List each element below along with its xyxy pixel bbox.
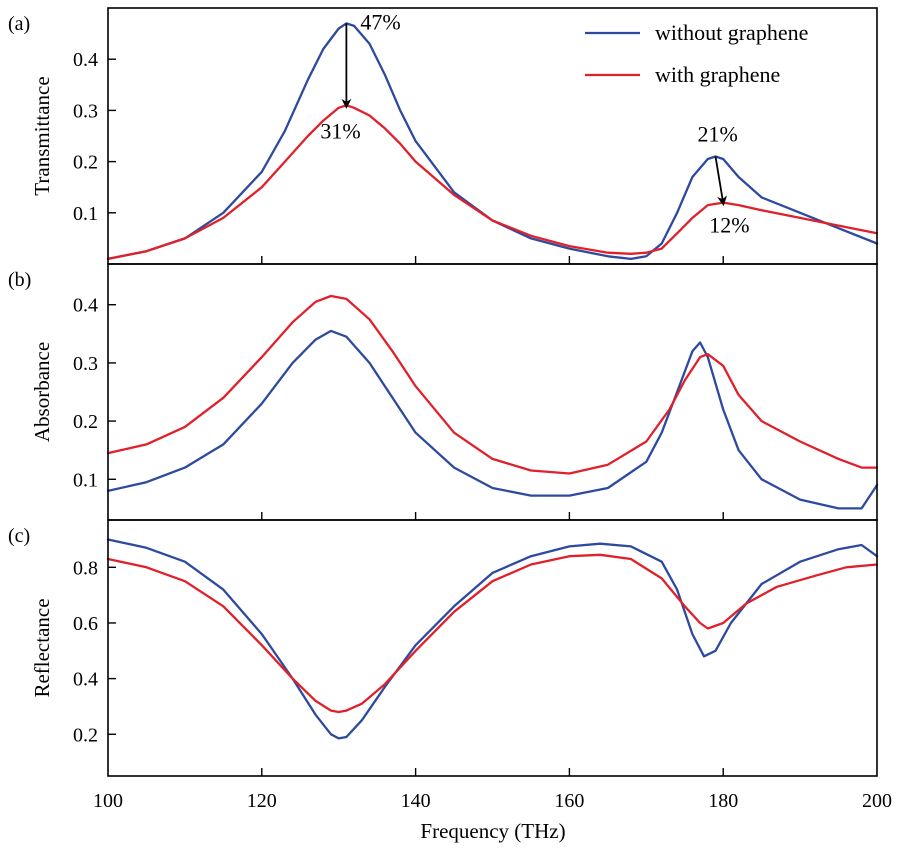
series-line-with-graphene-b: [106, 294, 879, 475]
series-line-with-graphene-a: [106, 104, 879, 261]
panel-label: (a): [8, 13, 30, 35]
panel-frame: [107, 7, 878, 265]
series-line-without-graphene-a: [106, 22, 879, 261]
x-axis-title: Frequency (THz): [420, 819, 565, 843]
x-tick-label: 100: [93, 790, 123, 812]
y-tick-label: 0.6: [73, 613, 98, 635]
y-tick-label: 0.2: [73, 152, 98, 174]
y-tick-label: 0.3: [73, 100, 98, 122]
series-line-with-graphene-c: [106, 553, 879, 714]
panel-frame: [107, 519, 878, 777]
x-tick-label: 140: [401, 790, 431, 812]
y-tick-label: 0.1: [73, 469, 98, 491]
panel-label: (b): [8, 269, 31, 291]
y-tick-label: 0.4: [73, 295, 98, 317]
y-tick-label: 0.4: [73, 669, 98, 691]
panel-a: 0.1 0.2 0.3 0.4 Transmittance (a) 47% 31% 21% 12%: [8, 7, 879, 265]
y-axis-title-absorbance: Absorbance: [30, 342, 54, 442]
x-tick-label: 120: [247, 790, 277, 812]
panel-c: 0.2 0.4 0.6 0.8 Reflectance (c): [8, 519, 879, 777]
legend-item-without-graphene: without graphene: [585, 20, 808, 45]
y-tick-label: 0.8: [73, 557, 98, 579]
legend: without graphene with graphene: [585, 20, 808, 87]
x-tick-label: 180: [708, 790, 738, 812]
annotation-label: 31%: [320, 118, 360, 143]
y-axis-title-reflectance: Reflectance: [30, 598, 54, 697]
legend-label: with graphene: [655, 62, 780, 87]
y-tick-label: 0.4: [73, 49, 98, 71]
y-tick-label: 0.2: [73, 724, 98, 746]
y-tick-label: 0.1: [73, 203, 98, 225]
annotation-label: 47%: [360, 9, 400, 34]
annotation-arrow: [714, 156, 727, 207]
legend-item-with-graphene: with graphene: [585, 62, 780, 87]
panel-label: (c): [8, 525, 30, 547]
panels-layer: 0.1 0.2 0.3 0.4 Transmittance (a) 47% 31% 21% 12%…: [8, 7, 892, 812]
y-axis-title-transmittance: Transmittance: [30, 76, 54, 195]
legend-label: without graphene: [655, 20, 808, 45]
annotation-label: 21%: [698, 121, 738, 146]
series-line-without-graphene-b: [106, 329, 879, 510]
series-line-without-graphene-c: [106, 538, 879, 740]
panel-frame: [107, 263, 878, 521]
y-tick-label: 0.2: [73, 411, 98, 433]
panel-b: 0.1 0.2 0.3 0.4 Absorbance (b): [8, 263, 879, 521]
annotation-label: 12%: [709, 213, 749, 238]
x-tick-label: 200: [862, 790, 892, 812]
x-tick-label: 160: [554, 790, 584, 812]
y-tick-label: 0.3: [73, 353, 98, 375]
